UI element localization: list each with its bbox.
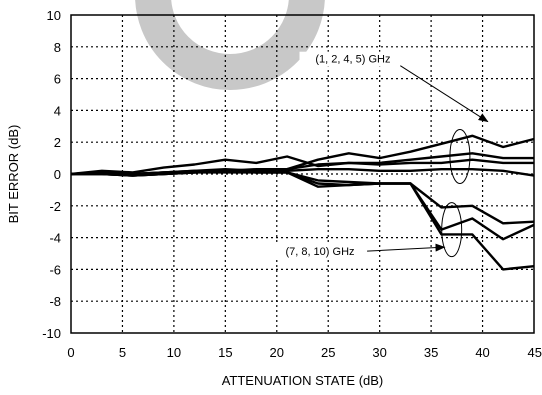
x-tick-label: 10 — [167, 345, 181, 360]
y-tick-label: -10 — [42, 326, 61, 341]
series-line-7 — [71, 169, 535, 271]
watermark-arc — [135, 0, 325, 90]
series-line-4 — [70, 167, 535, 177]
x-tick-label: 20 — [270, 345, 284, 360]
y-axis-title: BIT ERROR (dB) — [6, 125, 21, 224]
watermark-ring — [135, 0, 325, 90]
x-tick-label: 45 — [528, 345, 542, 360]
annotations: (1, 2, 4, 5) GHz (7, 8, 10) GHz — [272, 51, 489, 260]
x-tick-label: 5 — [119, 345, 126, 360]
y-tick-label: -6 — [49, 262, 61, 277]
y-tick-labels: -10 -8 -6 -4 -2 0 2 4 6 8 10 — [42, 8, 61, 341]
x-axis-title: ATTENUATION STATE (dB) — [222, 373, 384, 388]
series-line-1 — [70, 155, 534, 176]
y-tick-label: -4 — [49, 231, 61, 246]
annotation-arrow — [400, 65, 489, 123]
y-tick-label: -2 — [49, 199, 61, 214]
x-tick-label: 25 — [321, 345, 335, 360]
x-tick-label: 40 — [475, 345, 489, 360]
y-tick-label: 10 — [47, 8, 61, 23]
x-tick-label: 15 — [218, 345, 232, 360]
y-tick-label: 8 — [54, 40, 61, 55]
x-tick-label: 35 — [424, 345, 438, 360]
annotation-ellipse — [441, 202, 463, 258]
x-tick-label: 30 — [372, 345, 386, 360]
annotation-arrow — [367, 243, 446, 252]
x-tick-labels: 0 5 10 15 20 25 30 35 40 45 — [67, 345, 542, 360]
y-tick-label: 4 — [54, 103, 61, 118]
y-tick-label: 2 — [54, 135, 61, 150]
y-tick-label: 6 — [54, 72, 61, 87]
x-tick-label: 0 — [67, 345, 74, 360]
annotation-label: (1, 2, 4, 5) GHz — [315, 54, 390, 66]
y-tick-label: 0 — [54, 167, 61, 182]
annotation-label: (7, 8, 10) GHz — [285, 246, 354, 258]
y-tick-label: -8 — [49, 294, 61, 309]
annotation-ellipse — [449, 129, 471, 185]
